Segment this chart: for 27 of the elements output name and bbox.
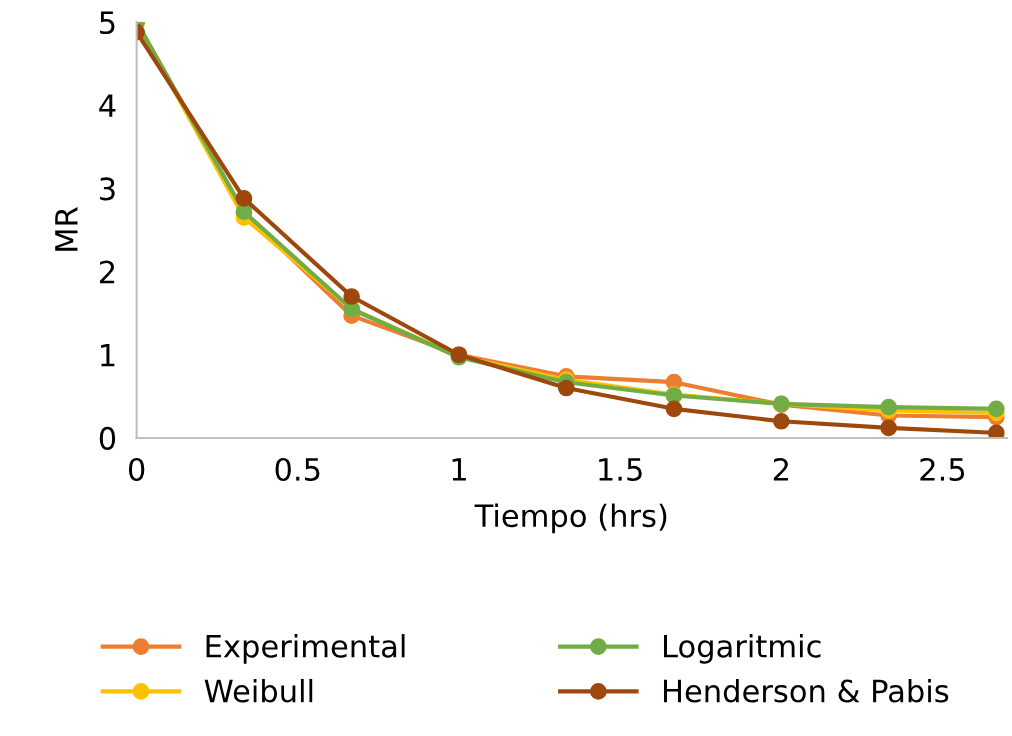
x-axis-title: Tiempo (hrs) <box>474 503 667 534</box>
legend-label: Weibull <box>204 678 313 703</box>
y-tick-label: 5 <box>100 11 115 35</box>
point <box>343 288 360 305</box>
x-tick-label: 0 <box>128 457 145 482</box>
point <box>772 412 790 430</box>
legend-label: Experimental <box>206 634 405 664</box>
y-tick-label: 4 <box>99 94 116 117</box>
x-tick-label: 2 <box>773 457 788 481</box>
legend-label: Henderson & Pabis <box>663 678 949 703</box>
point <box>665 400 683 418</box>
x-tick-label: 1.5 <box>599 458 642 482</box>
y-tick-label: 1 <box>101 344 115 367</box>
x-tick-label: 0.5 <box>275 457 320 482</box>
y-tick-label: 3 <box>100 177 115 201</box>
point <box>987 400 1005 418</box>
y-tick-label: 2 <box>99 260 115 284</box>
legend-label: Logaritmic <box>663 634 821 664</box>
point <box>880 419 897 437</box>
y-axis-title: MR <box>55 207 78 251</box>
point <box>557 379 575 397</box>
point <box>987 424 1005 438</box>
point <box>235 190 253 207</box>
y-tick-label: 0 <box>99 426 116 450</box>
x-tick-label: 1 <box>452 458 466 481</box>
x-tick-label: 2.5 <box>920 457 965 482</box>
point <box>880 398 897 416</box>
